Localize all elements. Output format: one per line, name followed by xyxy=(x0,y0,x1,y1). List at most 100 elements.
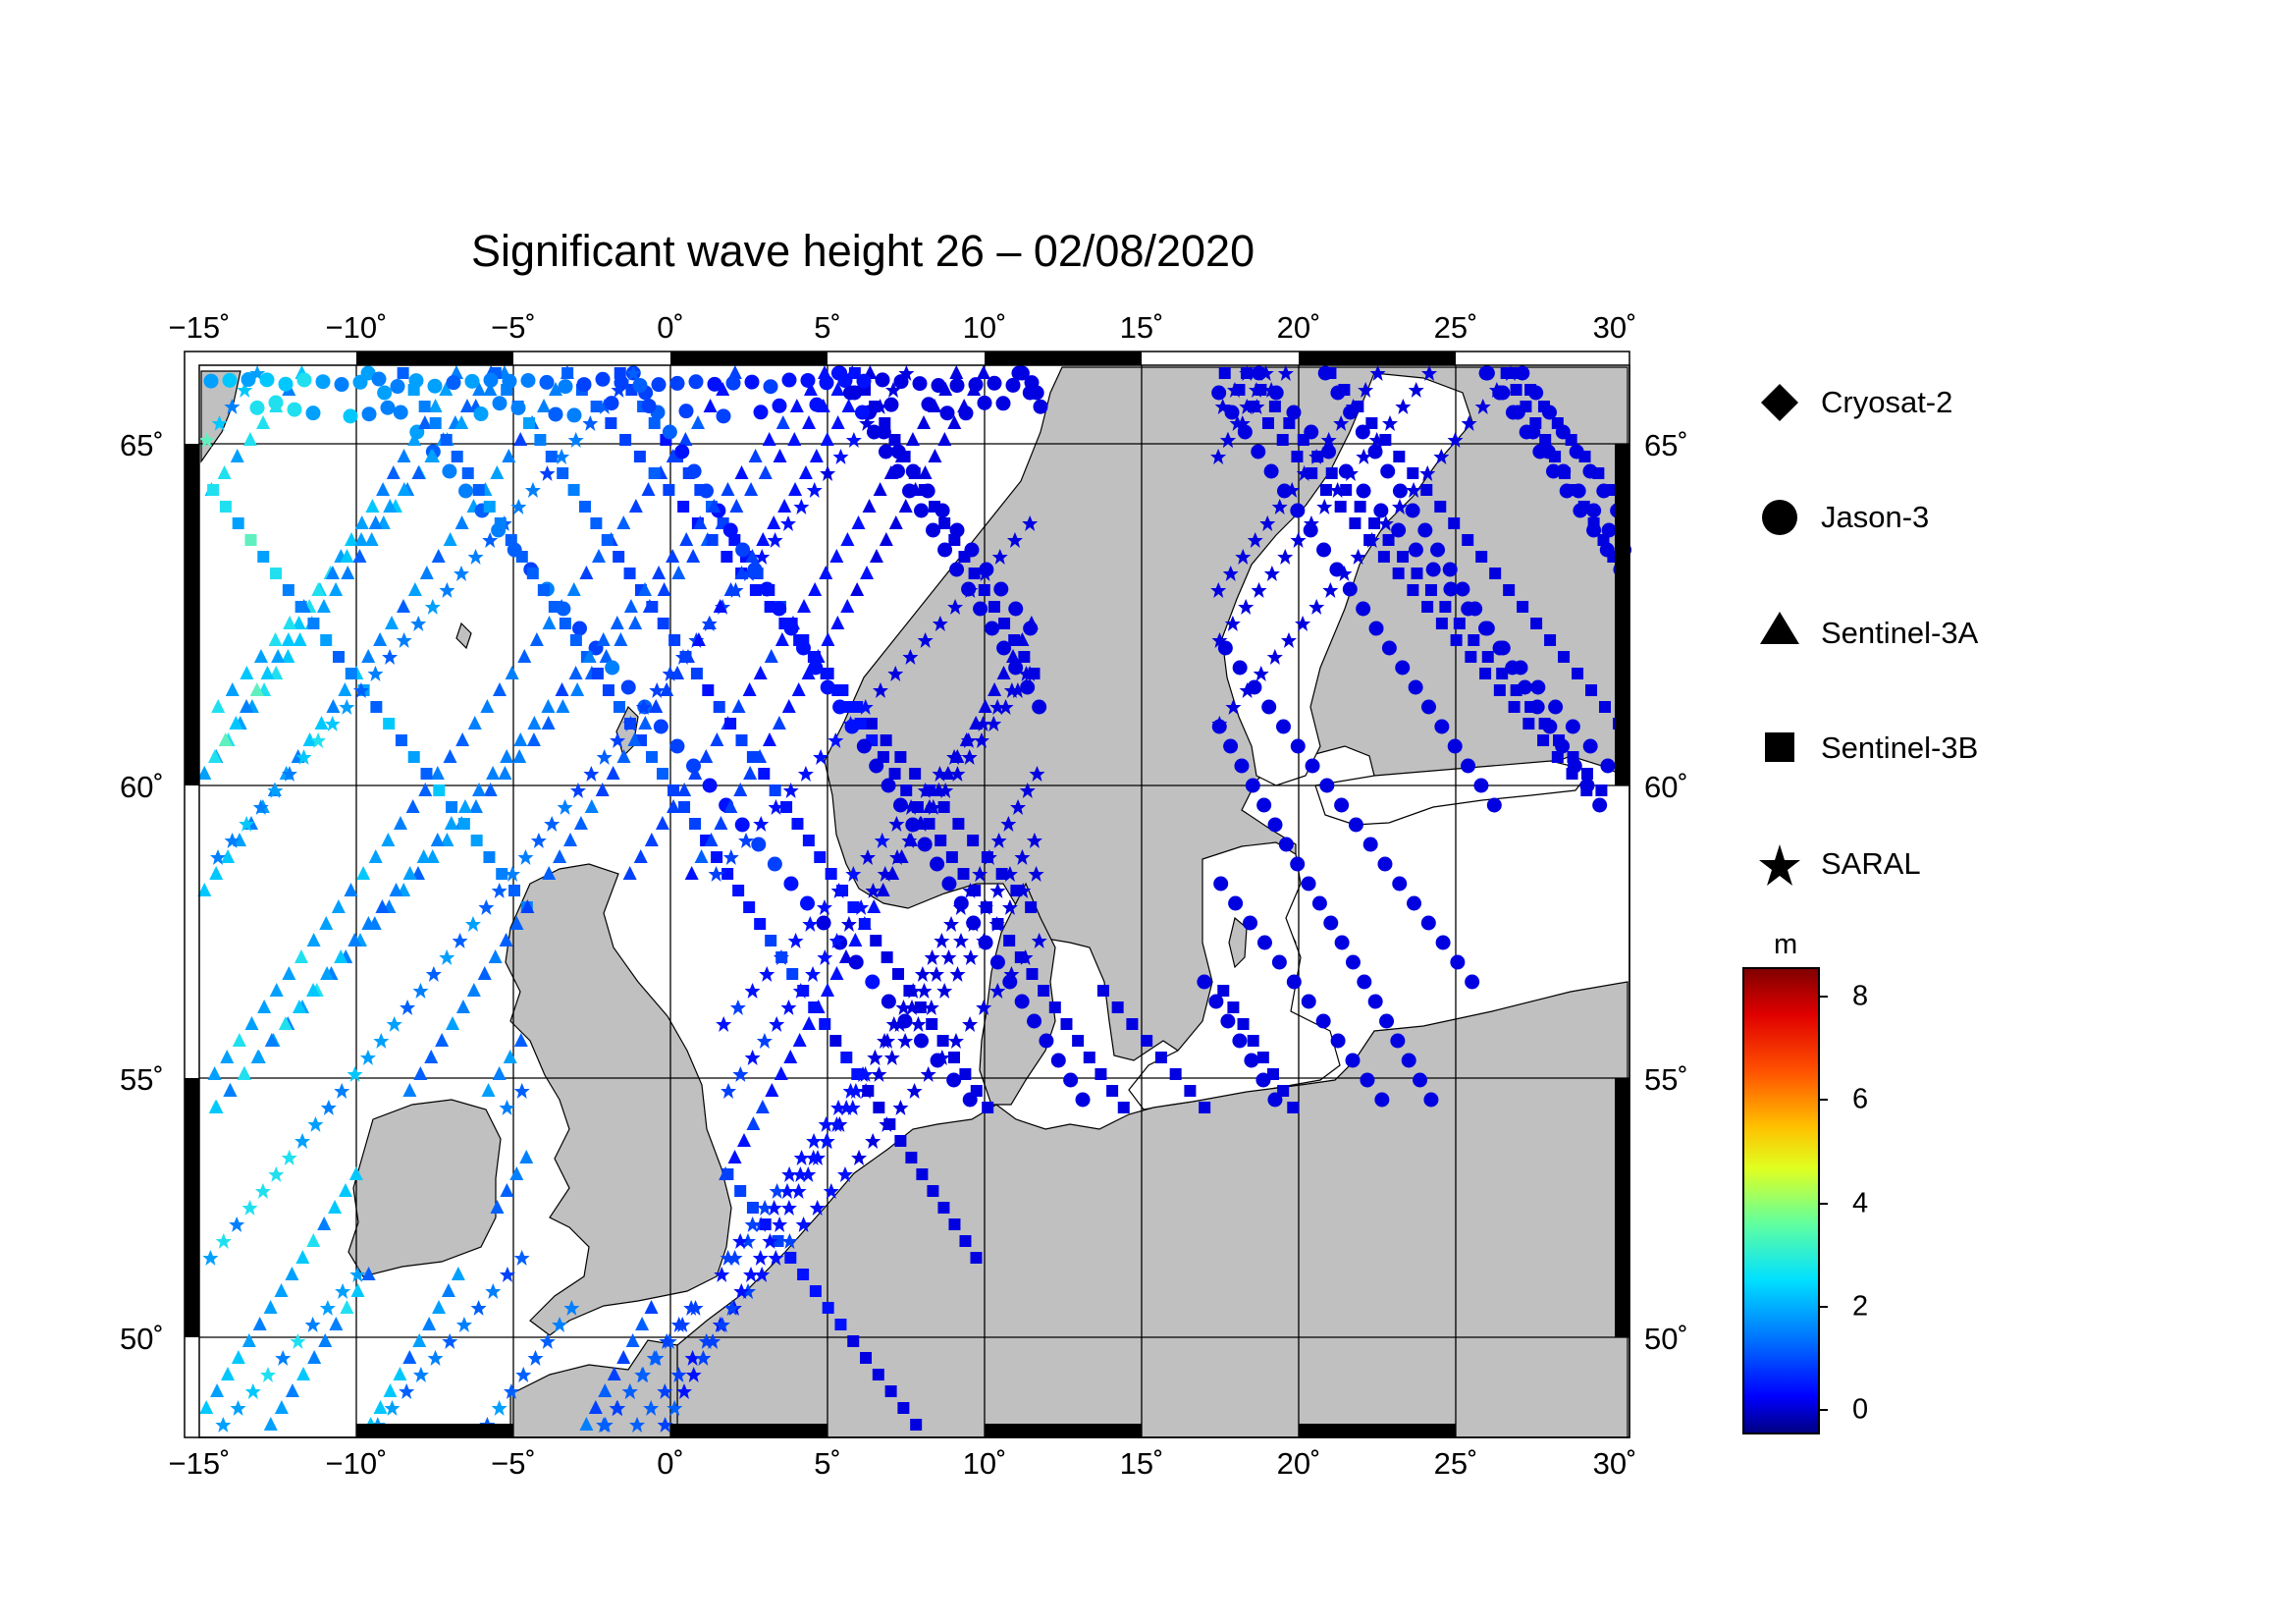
track-marker-triangle xyxy=(211,699,226,713)
track-marker-square xyxy=(834,1319,847,1330)
track-marker-star xyxy=(722,849,739,865)
track-marker-circle xyxy=(287,402,302,417)
track-marker-star xyxy=(865,883,881,898)
triangle-icon xyxy=(1760,612,1799,644)
track-marker-triangle xyxy=(285,1267,299,1280)
track-marker-square xyxy=(1453,618,1466,629)
track-marker-circle xyxy=(937,542,953,558)
track-marker-star xyxy=(452,933,468,948)
lon-tick-top: 10˚ xyxy=(962,310,1007,345)
track-marker-circle xyxy=(1582,738,1598,754)
track-marker-circle xyxy=(716,408,731,424)
track-marker-star xyxy=(482,532,499,548)
track-marker-square xyxy=(270,568,283,579)
track-marker-square xyxy=(420,768,433,780)
track-marker-circle xyxy=(1413,1072,1428,1088)
track-marker-triangle xyxy=(591,549,606,563)
track-marker-star xyxy=(530,833,547,848)
track-marker-circle xyxy=(1323,915,1339,931)
track-marker-circle xyxy=(800,372,816,388)
track-marker-circle xyxy=(1443,581,1459,597)
track-marker-square xyxy=(1421,601,1434,613)
track-marker-square xyxy=(825,868,837,880)
legend-item-cryosat-2: Cryosat-2 xyxy=(1821,373,1952,432)
track-marker-circle xyxy=(1316,542,1332,558)
track-marker-square xyxy=(1014,951,1027,963)
track-marker-star xyxy=(215,1233,232,1249)
track-marker-square xyxy=(808,1001,821,1013)
track-marker-triangle xyxy=(375,899,390,913)
track-marker-star xyxy=(268,1166,285,1182)
track-marker-triangle xyxy=(584,799,599,813)
track-marker-square xyxy=(470,835,483,846)
track-marker-star xyxy=(714,1317,730,1332)
track-marker-circle xyxy=(408,373,424,389)
track-marker-circle xyxy=(1244,1053,1259,1068)
track-marker-triangle xyxy=(500,749,514,763)
track-marker-triangle xyxy=(802,1016,817,1030)
track-marker-star xyxy=(294,1133,311,1149)
track-marker-circle xyxy=(502,373,517,389)
track-marker-circle xyxy=(674,444,690,460)
track-marker-square xyxy=(897,1402,910,1414)
track-marker-triangle xyxy=(328,1200,343,1214)
track-marker-star xyxy=(1336,566,1353,581)
track-marker-circle xyxy=(686,463,702,479)
track-marker-triangle xyxy=(281,649,295,663)
track-marker-star xyxy=(491,883,507,898)
track-marker-circle xyxy=(464,373,480,389)
track-marker-circle xyxy=(926,522,941,538)
track-marker-square xyxy=(1510,384,1522,396)
track-marker-square xyxy=(836,885,849,896)
land-great-britain xyxy=(505,863,732,1336)
track-marker-triangle xyxy=(723,799,738,813)
track-marker-square xyxy=(667,784,680,796)
track-marker-triangle xyxy=(660,682,674,696)
track-marker-star xyxy=(845,432,862,448)
track-marker-circle xyxy=(1435,935,1451,950)
track-marker-star xyxy=(290,1333,306,1349)
track-marker-star xyxy=(1022,515,1039,531)
track-marker-triangle xyxy=(306,983,321,997)
track-marker-triangle xyxy=(649,699,664,713)
track-marker-circle xyxy=(1368,621,1384,636)
track-marker-square xyxy=(1377,551,1390,563)
track-marker-star xyxy=(867,1050,883,1065)
track-marker-circle xyxy=(800,895,816,911)
track-marker-star xyxy=(1010,799,1027,815)
track-marker-square xyxy=(219,501,232,513)
track-marker-triangle xyxy=(526,732,541,746)
track-marker-square xyxy=(1503,584,1516,596)
track-marker-circle xyxy=(1232,1033,1248,1049)
track-marker-triangle xyxy=(773,449,787,462)
track-marker-star xyxy=(510,499,527,514)
track-marker-circle xyxy=(1267,817,1283,833)
track-marker-star xyxy=(1296,465,1312,481)
track-marker-square xyxy=(446,801,458,813)
track-marker-triangle xyxy=(616,1350,631,1364)
track-marker-star xyxy=(657,1383,673,1399)
track-marker-circle xyxy=(1286,405,1302,420)
track-marker-circle xyxy=(446,375,461,391)
track-marker-circle xyxy=(1263,463,1279,479)
track-marker-star xyxy=(974,732,990,748)
track-marker-square xyxy=(847,1335,860,1347)
track-marker-triangle xyxy=(385,616,400,629)
track-marker-square xyxy=(884,1385,897,1397)
track-marker-triangle xyxy=(293,632,307,646)
track-marker-star xyxy=(552,1317,568,1332)
track-marker-circle xyxy=(1008,660,1024,676)
track-marker-circle xyxy=(1234,758,1250,774)
track-marker-triangle xyxy=(898,499,913,513)
track-marker-triangle xyxy=(727,1150,742,1163)
track-marker-star xyxy=(239,816,255,832)
track-marker-star xyxy=(517,849,534,865)
track-marker-circle xyxy=(1220,1013,1236,1029)
track-marker-triangle xyxy=(798,465,813,479)
track-marker-star xyxy=(723,1300,740,1316)
track-marker-square xyxy=(1060,1018,1073,1030)
track-marker-star xyxy=(667,1400,683,1416)
track-marker-triangle xyxy=(223,1083,238,1097)
track-marker-circle xyxy=(783,876,799,892)
track-marker-star xyxy=(895,1000,912,1015)
